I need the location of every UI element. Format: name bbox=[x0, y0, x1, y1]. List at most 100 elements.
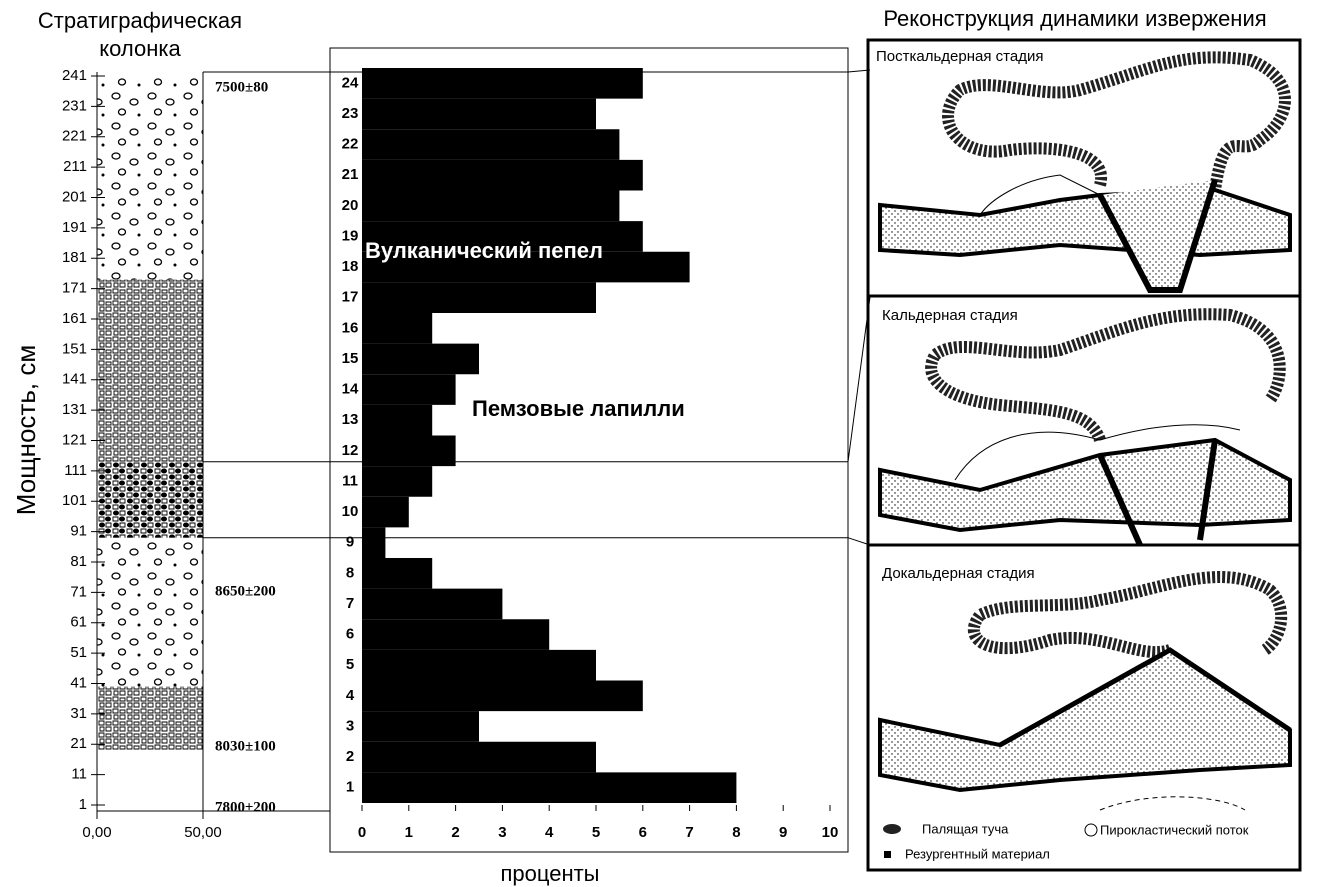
y-tick-label: 7 bbox=[346, 595, 354, 612]
x-tick-label: 2 bbox=[451, 824, 459, 841]
bar bbox=[362, 344, 479, 375]
bar bbox=[362, 466, 432, 497]
y-tick-label: 101 bbox=[62, 492, 87, 509]
y-tick-label: 2 bbox=[346, 748, 354, 765]
annotation: Пемзовые лапилли bbox=[472, 396, 685, 421]
connector bbox=[203, 538, 870, 545]
bar bbox=[362, 619, 549, 650]
legend-label: Резургентный материал bbox=[905, 846, 1050, 861]
bar bbox=[362, 160, 643, 191]
bar bbox=[362, 742, 596, 773]
date-label: 7500±80 bbox=[215, 79, 268, 95]
figure: Стратиграфическая колонка Мощность, см Р… bbox=[0, 0, 1327, 887]
x-tick-label: 6 bbox=[639, 824, 647, 841]
y-tick-label: 71 bbox=[70, 583, 87, 600]
bar bbox=[362, 313, 432, 344]
y-tick-label: 171 bbox=[62, 280, 87, 297]
y-tick-label: 111 bbox=[64, 462, 87, 479]
reconstruction-panel bbox=[868, 40, 1300, 870]
bar bbox=[362, 68, 643, 99]
y-tick-label: 16 bbox=[342, 319, 359, 336]
y-tick-label: 1 bbox=[346, 779, 354, 796]
bar bbox=[362, 191, 619, 222]
y-tick-label: 41 bbox=[70, 674, 87, 691]
y-tick-label: 5 bbox=[346, 656, 354, 673]
layer bbox=[97, 750, 203, 805]
y-tick-label: 91 bbox=[70, 523, 87, 540]
y-tick-label: 131 bbox=[62, 401, 87, 418]
y-axis-label: Мощность, см bbox=[11, 345, 41, 515]
layer bbox=[97, 280, 203, 462]
y-tick-label: 10 bbox=[342, 503, 359, 520]
y-tick-label: 231 bbox=[62, 97, 87, 114]
stage-title: Кальдерная стадия bbox=[882, 307, 1018, 324]
legend-label: Пирокластический поток bbox=[1100, 822, 1249, 837]
annotation: Вулканический пепел bbox=[365, 238, 603, 263]
x-tick-label: 4 bbox=[545, 824, 554, 841]
y-tick-label: 241 bbox=[62, 67, 87, 84]
y-tick-label: 9 bbox=[346, 534, 354, 551]
y-tick-label: 181 bbox=[62, 249, 87, 266]
x-tick-label: 1 bbox=[405, 824, 413, 841]
bar bbox=[362, 129, 619, 160]
y-tick-label: 141 bbox=[62, 371, 87, 388]
y-tick-label: 15 bbox=[342, 350, 359, 367]
y-tick-label: 221 bbox=[62, 128, 87, 145]
x-tick-label: 9 bbox=[779, 824, 787, 841]
y-tick-label: 23 bbox=[342, 105, 359, 122]
reconstruction-title: Реконструкция динамики извержения bbox=[883, 6, 1266, 31]
x-tick-label: 0,00 bbox=[82, 824, 111, 841]
y-tick-label: 191 bbox=[62, 219, 87, 236]
bar bbox=[362, 558, 432, 589]
layer bbox=[97, 462, 203, 538]
bar bbox=[362, 681, 643, 712]
y-tick-label: 6 bbox=[346, 626, 354, 643]
y-tick-label: 19 bbox=[342, 227, 359, 244]
y-tick-label: 12 bbox=[342, 442, 359, 459]
y-tick-label: 21 bbox=[342, 166, 359, 183]
bar bbox=[362, 282, 596, 313]
bar bbox=[362, 405, 432, 436]
y-tick-label: 4 bbox=[346, 687, 355, 704]
y-tick-label: 121 bbox=[62, 431, 87, 448]
y-tick-label: 211 bbox=[63, 158, 87, 175]
y-tick-label: 17 bbox=[342, 289, 359, 306]
y-tick-label: 8 bbox=[346, 564, 354, 581]
y-tick-label: 13 bbox=[342, 411, 359, 428]
stage-title: Посткальдерная стадия bbox=[876, 48, 1043, 65]
bar bbox=[362, 497, 409, 528]
y-tick-label: 21 bbox=[70, 735, 87, 752]
date-label: 8650±200 bbox=[215, 584, 276, 600]
x-tick-label: 3 bbox=[498, 824, 506, 841]
y-tick-label: 201 bbox=[62, 188, 87, 205]
y-tick-label: 31 bbox=[70, 705, 87, 722]
x-tick-label: 7 bbox=[685, 824, 693, 841]
bar bbox=[362, 527, 385, 558]
column-title: колонка bbox=[99, 36, 181, 61]
layer bbox=[97, 687, 203, 751]
y-tick-label: 1 bbox=[79, 796, 87, 813]
legend-label: Палящая туча bbox=[922, 821, 1009, 836]
bar bbox=[362, 650, 596, 681]
layer bbox=[97, 76, 203, 280]
layer bbox=[97, 538, 203, 687]
y-tick-label: 22 bbox=[342, 136, 359, 153]
y-tick-label: 11 bbox=[71, 766, 87, 783]
date-label: 8030±100 bbox=[215, 739, 276, 755]
y-tick-label: 20 bbox=[342, 197, 359, 214]
x-tick-label: 50,00 bbox=[184, 824, 222, 841]
x-axis-label: проценты bbox=[500, 861, 599, 886]
x-tick-label: 0 bbox=[358, 824, 366, 841]
y-tick-label: 3 bbox=[346, 717, 354, 734]
column-title: Стратиграфическая bbox=[38, 8, 242, 33]
bar bbox=[362, 374, 456, 405]
x-tick-label: 5 bbox=[592, 824, 600, 841]
bar bbox=[362, 772, 736, 803]
x-tick-label: 10 bbox=[822, 824, 839, 841]
y-tick-label: 11 bbox=[342, 472, 358, 489]
y-tick-label: 51 bbox=[70, 644, 87, 661]
x-tick-label: 8 bbox=[732, 824, 740, 841]
y-tick-label: 14 bbox=[342, 381, 359, 398]
y-tick-label: 61 bbox=[70, 614, 87, 631]
bar bbox=[362, 436, 456, 467]
